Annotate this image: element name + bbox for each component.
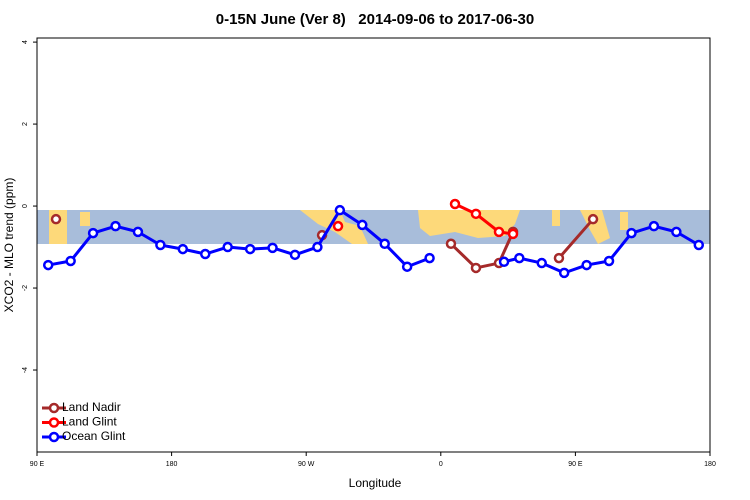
data-point (693, 239, 705, 251)
data-point (507, 228, 519, 240)
data-point (357, 219, 368, 231)
x-tick-label: 90 E (30, 461, 45, 468)
data-point (470, 208, 482, 220)
y-tick-label: 4 (22, 40, 29, 44)
plot-frame (36, 37, 711, 453)
series-line (449, 218, 595, 270)
legend-label: Land Glint (62, 415, 117, 429)
data-point (42, 259, 54, 271)
land-patch (620, 212, 628, 230)
legend-marker (48, 417, 60, 428)
data-point (587, 213, 599, 225)
data-point (449, 198, 461, 210)
legend-label: Ocean Glint (62, 429, 126, 443)
data-point (648, 220, 660, 232)
series-line (454, 202, 514, 236)
data-point (536, 257, 547, 269)
data-point (603, 255, 615, 267)
land-patch (552, 210, 560, 226)
data-point (200, 248, 211, 260)
data-point (671, 226, 682, 238)
data-point (553, 252, 565, 264)
x-tick-label: 90 W (298, 461, 315, 468)
data-point (267, 242, 278, 254)
legend-marker (48, 431, 60, 443)
data-point (87, 227, 99, 239)
data-point (132, 226, 144, 238)
y-tick-label: 2 (22, 122, 29, 126)
data-point (222, 241, 233, 253)
data-point (244, 243, 256, 255)
data-point (626, 227, 637, 239)
x-tick-label: 0 (439, 461, 443, 468)
data-point (155, 239, 166, 251)
legend-label: Land Nadir (62, 400, 121, 414)
y-tick-label: -2 (22, 285, 29, 291)
data-point (424, 252, 435, 264)
data-point (50, 213, 62, 225)
data-point (498, 256, 510, 268)
data-point (177, 243, 189, 255)
data-point (312, 241, 323, 253)
y-tick-label: 0 (22, 204, 29, 208)
data-point (379, 238, 390, 250)
x-tick-label: 180 (166, 461, 178, 468)
data-point (401, 261, 413, 272)
y-axis-label: XCO2 - MLO trend (ppm) (2, 178, 16, 313)
data-point (558, 267, 570, 279)
x-tick-label: 180 (704, 461, 716, 468)
data-point (334, 204, 346, 216)
land-patch (80, 212, 90, 226)
data-point (493, 226, 505, 238)
land-patch (580, 210, 610, 244)
chart-title: 0-15N June (Ver 8) 2014-09-06 to 2017-06… (216, 11, 535, 28)
data-point (110, 220, 121, 232)
legend-marker (48, 402, 60, 414)
data-point (581, 259, 592, 271)
x-tick-label: 90 E (568, 461, 583, 468)
data-point (332, 220, 344, 232)
data-point (445, 238, 457, 250)
data-point (289, 249, 301, 261)
x-axis-label: Longitude (349, 476, 402, 490)
y-tick-label: -4 (22, 367, 29, 373)
data-point (514, 252, 525, 264)
data-point (470, 262, 482, 274)
data-point (65, 255, 76, 267)
